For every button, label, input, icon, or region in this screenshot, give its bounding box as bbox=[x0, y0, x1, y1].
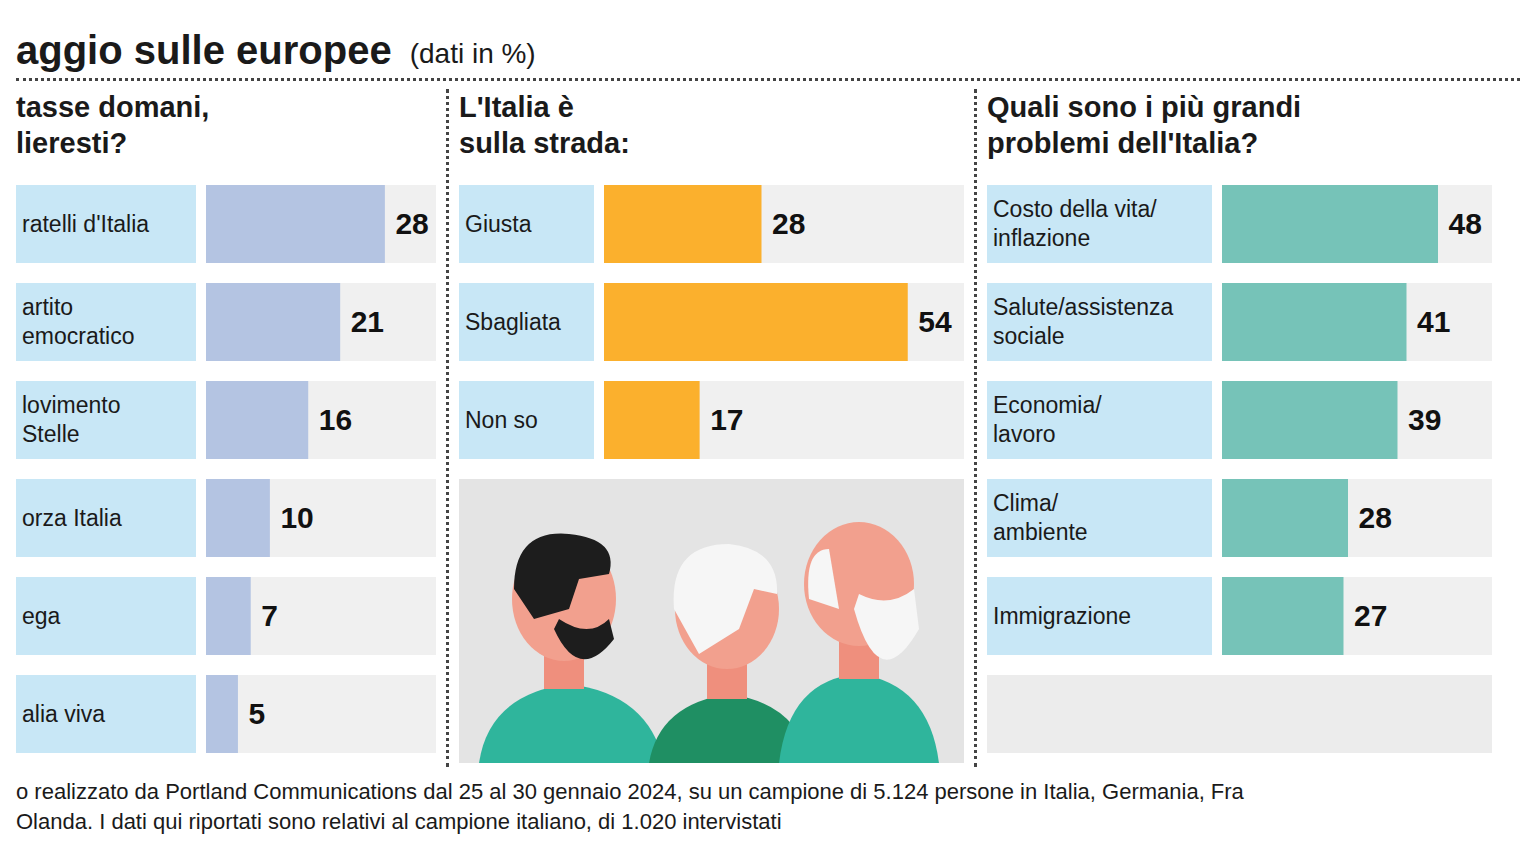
html-text:ega: ega bbox=[22, 602, 61, 629]
svg-text:48: 48 bbox=[1449, 207, 1482, 240]
html-text:Clima/ ambiente: Clima/ ambiente bbox=[993, 490, 1088, 545]
svg-text:10: 10 bbox=[280, 501, 313, 534]
html-text:lovimento Stelle: lovimento Stelle bbox=[22, 392, 121, 447]
svg-text:21: 21 bbox=[351, 305, 384, 338]
html-text:tasse domani, lieresti?: tasse domani, lieresti? bbox=[16, 91, 210, 160]
svg-text:39: 39 bbox=[1408, 403, 1441, 436]
svg-text:28: 28 bbox=[395, 207, 428, 240]
svg-text:16: 16 bbox=[319, 403, 352, 436]
svg-text:17: 17 bbox=[710, 403, 743, 436]
html-text:orza Italia: orza Italia bbox=[22, 504, 122, 531]
html-text:Salute/assistenza sociale: Salute/assistenza sociale bbox=[993, 294, 1174, 349]
svg-text:7: 7 bbox=[261, 599, 278, 632]
svg-text:28: 28 bbox=[772, 207, 805, 240]
html-text:Sbagliata: Sbagliata bbox=[465, 308, 561, 335]
html-text:Costo della vita/ inflazione: Costo della vita/ inflazione bbox=[993, 196, 1157, 251]
html-text:Quali sono i più grandi proble: Quali sono i più grandi problemi dell'It… bbox=[987, 91, 1302, 160]
html-text:Olanda. I dati qui riportati s: Olanda. I dati qui riportati sono relati… bbox=[16, 808, 782, 834]
html-text:L'Italia è sulla strada:: L'Italia è sulla strada: bbox=[459, 91, 630, 160]
html-text:artito emocratico: artito emocratico bbox=[22, 294, 135, 349]
html-text:Non so: Non so bbox=[465, 406, 538, 433]
html-text:ratelli d'Italia: ratelli d'Italia bbox=[22, 210, 150, 237]
html-text:aggio sulle europee: aggio sulle europee bbox=[16, 28, 392, 72]
html-text:Immigrazione: Immigrazione bbox=[993, 602, 1131, 629]
svg-text:54: 54 bbox=[918, 305, 952, 338]
svg-text:5: 5 bbox=[248, 697, 265, 730]
html-text:Economia/ lavoro: Economia/ lavoro bbox=[993, 392, 1102, 447]
svg-text:41: 41 bbox=[1417, 305, 1450, 338]
html-text:o realizzato da Portland Commu: o realizzato da Portland Communications … bbox=[16, 779, 1244, 804]
html-text:(dati in %): (dati in %) bbox=[409, 37, 536, 69]
svg-text:28: 28 bbox=[1359, 501, 1392, 534]
html-text:Giusta: Giusta bbox=[465, 210, 532, 237]
html-text:alia viva: alia viva bbox=[22, 700, 106, 727]
svg-text:27: 27 bbox=[1354, 599, 1387, 632]
